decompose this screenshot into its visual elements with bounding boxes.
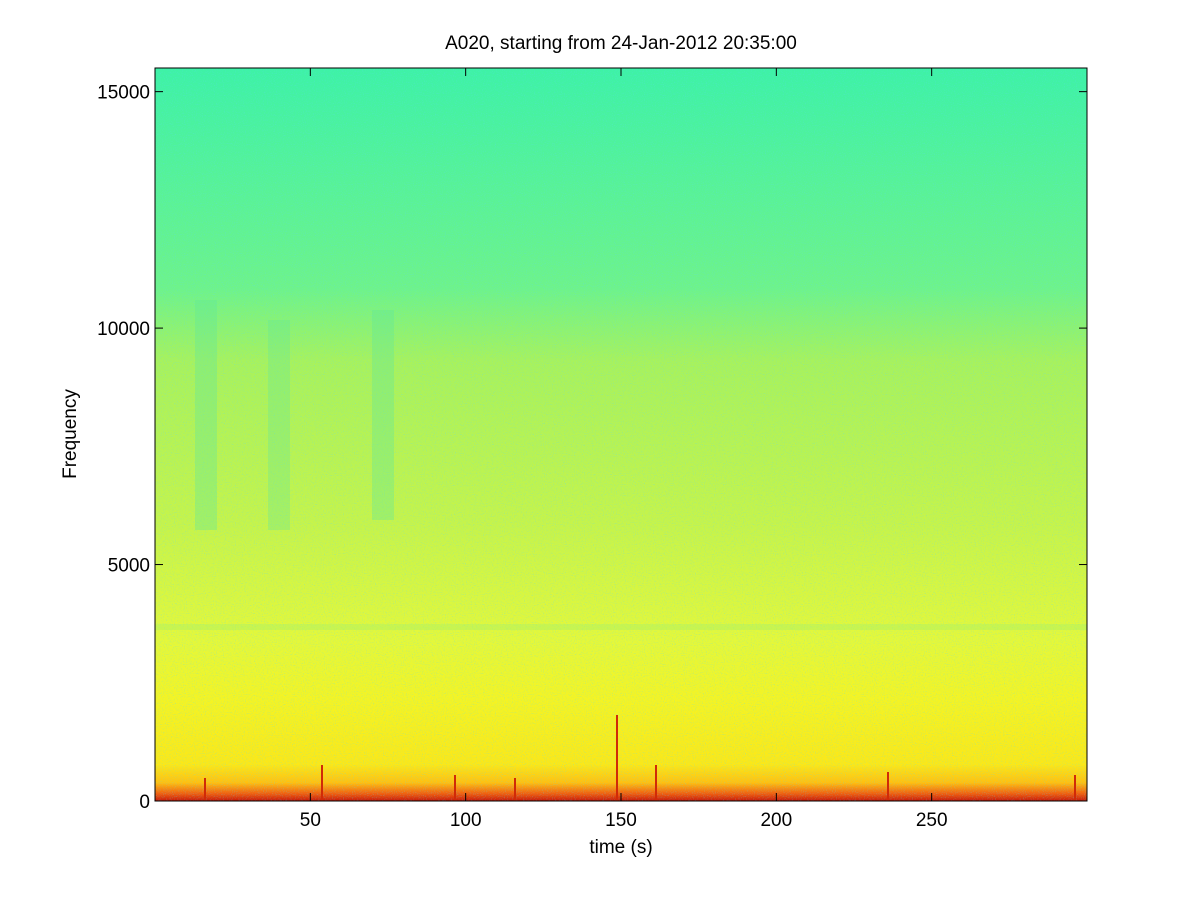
spectrogram-band (195, 300, 217, 530)
spectrogram-image (155, 68, 1087, 801)
chart-title: A020, starting from 24-Jan-2012 20:35:00 (445, 33, 797, 54)
spectrogram-band (268, 320, 290, 530)
x-tick-label: 50 (300, 810, 321, 831)
y-tick-label: 0 (139, 792, 150, 813)
spectrogram-band (372, 310, 394, 520)
y-tick-label: 5000 (108, 556, 150, 577)
y-tick-label: 10000 (97, 319, 150, 340)
x-tick-label: 250 (916, 810, 948, 831)
x-tick-label: 150 (605, 810, 637, 831)
spectrogram-texture (155, 68, 1087, 801)
spectrogram-transients (204, 715, 1076, 801)
y-tick-label: 15000 (97, 83, 150, 104)
x-tick-label: 200 (760, 810, 792, 831)
x-axis-label: time (s) (589, 837, 652, 858)
x-tick-label: 100 (450, 810, 482, 831)
spectrogram-band (155, 624, 1087, 630)
y-axis-label: Frequency (60, 389, 81, 479)
